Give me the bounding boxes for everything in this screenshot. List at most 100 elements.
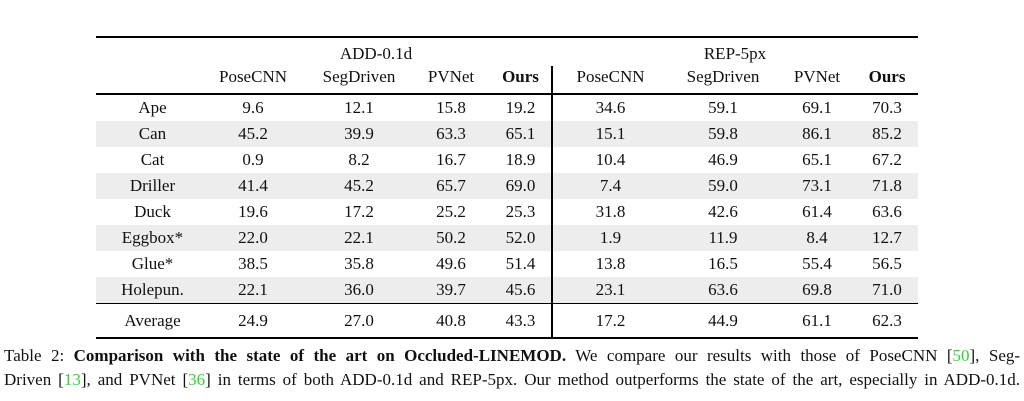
value-cell: 45.2 xyxy=(344,176,374,195)
caption-text: in terms of both ADD-0.1d and REP-5px. O… xyxy=(217,369,1021,389)
value-cell: 67.2 xyxy=(872,150,902,169)
caption-text: , Seg- xyxy=(975,346,1021,365)
value-cell: 65.1 xyxy=(802,150,832,169)
col-header-ours-rep: Ours xyxy=(856,66,919,95)
value-cell: 15.8 xyxy=(436,98,466,117)
value-cell: 85.2 xyxy=(872,124,902,143)
value-cell: 31.8 xyxy=(595,202,626,221)
row-label: Holepun. xyxy=(121,280,184,299)
value-cell: 16.7 xyxy=(436,150,466,169)
value-cell: 42.6 xyxy=(708,202,738,221)
value-cell: 39.7 xyxy=(436,280,466,299)
value-cell: 19.6 xyxy=(238,202,268,221)
row-label: Driller xyxy=(129,176,176,195)
col-header-pvnet-add: PVNet xyxy=(412,66,490,95)
value-cell: 12.1 xyxy=(344,98,374,117)
citation-bracket: [ xyxy=(182,369,189,389)
value-cell: 43.3 xyxy=(490,303,553,338)
value-cell: 35.8 xyxy=(344,254,374,273)
value-cell: 11.9 xyxy=(708,228,738,247)
caption-line-2: Driven [13], and PVNet [36] in terms of … xyxy=(4,368,1020,392)
table-row: Cat 0.9 8.2 16.7 18.9 10.4 46.9 65.1 67.2 xyxy=(96,147,918,173)
value-cell: 62.3 xyxy=(856,303,919,338)
average-body: Average 24.9 27.0 40.8 43.3 17.2 44.9 61.1 62.3 xyxy=(96,303,919,338)
value-cell: 44.9 xyxy=(668,303,778,338)
col-header-segdriven-rep: SegDriven xyxy=(668,66,778,95)
value-cell: 9.6 xyxy=(242,98,264,117)
table-row: Driller 41.4 45.2 65.7 69.0 7.4 59.0 73.1 71.8 xyxy=(96,173,919,199)
value-cell: 63.6 xyxy=(872,202,902,221)
value-cell: 61.4 xyxy=(802,202,832,221)
value-cell: 8.4 xyxy=(806,228,828,247)
empty-header-cell xyxy=(96,66,200,95)
value-cell: 59.0 xyxy=(708,176,738,195)
table-row: Holepun. 22.1 36.0 39.7 45.6 23.1 63.6 69.8 71.0 xyxy=(96,277,919,304)
value-cell: 70.3 xyxy=(872,98,902,117)
value-cell: 71.0 xyxy=(872,280,902,299)
value-cell: 17.2 xyxy=(552,303,668,338)
group-header-row: ADD-0.1d REP-5px xyxy=(96,37,918,66)
empty-header-cell xyxy=(96,37,200,66)
value-cell: 17.2 xyxy=(344,202,374,221)
column-header-row: PoseCNN SegDriven PVNet Ours PoseCNN Seg… xyxy=(96,66,919,95)
citation-bracket: [ xyxy=(58,369,64,389)
value-cell: 24.9 xyxy=(200,303,306,338)
citation-number: 36 xyxy=(188,369,206,389)
value-cell: 52.0 xyxy=(490,225,553,251)
value-cell: 40.8 xyxy=(412,303,490,338)
value-cell: 59.8 xyxy=(708,124,738,143)
value-cell: 49.6 xyxy=(436,254,466,273)
value-cell: 41.4 xyxy=(238,176,268,195)
table-row: Glue* 38.5 35.8 49.6 51.4 13.8 16.5 55.4 56.5 xyxy=(96,251,918,277)
row-label: Can xyxy=(138,124,167,143)
value-cell: 1.9 xyxy=(599,228,622,247)
value-cell: 36.0 xyxy=(344,280,374,299)
value-cell: 16.5 xyxy=(708,254,738,273)
value-cell: 19.2 xyxy=(490,94,553,121)
caption-line-1: Table 2: Comparison with the state of th… xyxy=(4,344,1020,368)
group-header-rep: REP-5px xyxy=(703,44,767,63)
caption-prefix: Table 2: xyxy=(4,346,74,365)
row-label: Duck xyxy=(134,202,171,221)
row-label: Ape xyxy=(138,98,167,117)
value-cell: 0.9 xyxy=(242,150,264,169)
citation-bracket: ] xyxy=(80,369,87,389)
value-cell: 69.1 xyxy=(802,98,832,117)
caption-text: Driven xyxy=(4,369,52,389)
table-caption: Table 2: Comparison with the state of th… xyxy=(4,344,1020,391)
value-cell: 71.8 xyxy=(872,176,902,195)
value-cell: 27.0 xyxy=(306,303,412,338)
value-cell: 18.9 xyxy=(490,147,553,173)
table-row: Duck 19.6 17.2 25.2 25.3 31.8 42.6 61.4 63.6 xyxy=(96,199,918,225)
table-row: Average 24.9 27.0 40.8 43.3 17.2 44.9 61.1 62.3 xyxy=(96,303,919,338)
value-cell: 56.5 xyxy=(872,254,902,273)
table-header: ADD-0.1d REP-5px PoseCNN SegDriven PVNet… xyxy=(96,37,919,95)
value-cell: 10.4 xyxy=(595,150,626,169)
value-cell: 69.8 xyxy=(802,280,832,299)
row-label: Average xyxy=(96,303,200,338)
value-cell: 61.1 xyxy=(778,303,856,338)
row-label: Glue* xyxy=(131,254,174,273)
value-cell: 45.2 xyxy=(238,124,268,143)
value-cell: 34.6 xyxy=(595,98,626,117)
row-label: Cat xyxy=(140,150,165,169)
col-header-ours-add: Ours xyxy=(490,66,553,95)
value-cell: 15.1 xyxy=(595,124,626,143)
row-label: Eggbox* xyxy=(121,228,184,247)
citation-bracket: ] xyxy=(205,369,211,389)
value-cell: 7.4 xyxy=(599,176,622,195)
value-cell: 25.3 xyxy=(490,199,553,225)
value-cell: 50.2 xyxy=(436,228,466,247)
results-table: ADD-0.1d REP-5px PoseCNN SegDriven PVNet… xyxy=(96,36,919,339)
value-cell: 59.1 xyxy=(708,98,738,117)
table-row: Can 45.2 39.9 63.3 65.1 15.1 59.8 86.1 85.2 xyxy=(96,121,919,147)
caption-text: , and PVNet xyxy=(86,369,176,389)
value-cell: 69.0 xyxy=(490,173,553,199)
col-header-posecnn-rep: PoseCNN xyxy=(552,66,668,95)
value-cell: 12.7 xyxy=(872,228,902,247)
caption-text: We compare our results with those of Pos… xyxy=(575,346,938,365)
table-row: Eggbox* 22.0 22.1 50.2 52.0 1.9 11.9 8.4 12.7 xyxy=(96,225,919,251)
value-cell: 46.9 xyxy=(708,150,738,169)
value-cell: 8.2 xyxy=(348,150,370,169)
